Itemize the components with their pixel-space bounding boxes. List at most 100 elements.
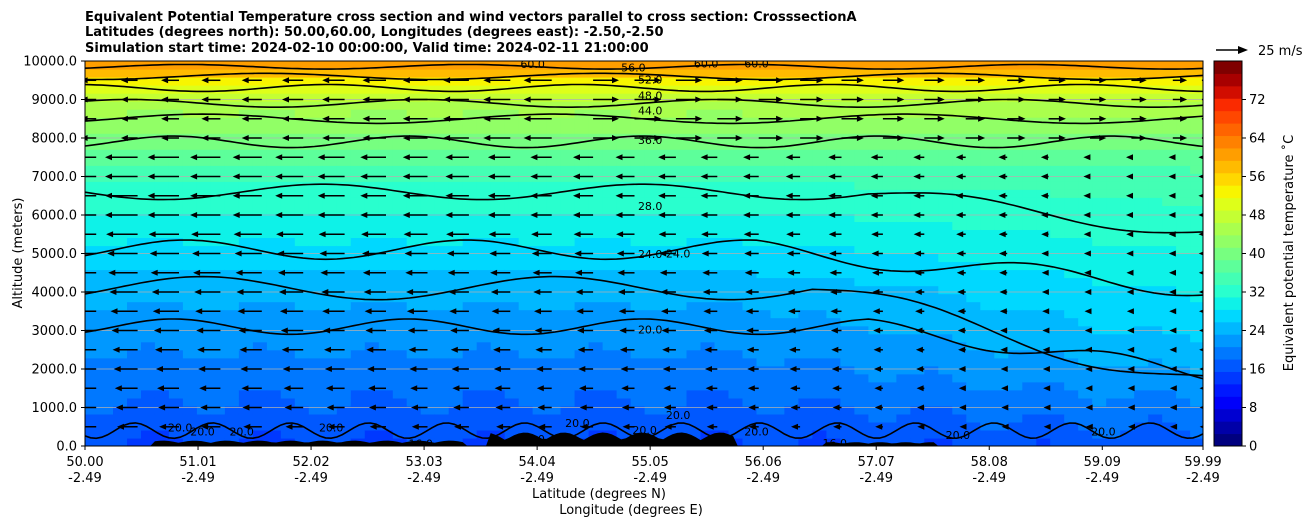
theta-e-cell: [994, 261, 1009, 271]
theta-e-cell: [1148, 93, 1163, 102]
theta-e-cell: [1134, 421, 1149, 431]
theta-e-cell: [85, 213, 100, 222]
theta-e-cell: [616, 205, 632, 214]
theta-e-cell: [420, 381, 436, 391]
theta-e-cell: [518, 277, 534, 287]
theta-e-cell: [266, 109, 282, 118]
theta-e-cell: [210, 125, 226, 134]
wind-vector-head: [405, 269, 413, 276]
theta-e-cell: [798, 333, 813, 343]
theta-e-cell: [742, 301, 758, 311]
theta-e-cell: [1064, 405, 1079, 415]
wind-vector-head: [615, 192, 623, 199]
theta-e-cell: [196, 357, 212, 367]
theta-e-cell: [742, 261, 758, 271]
theta-e-cell: [742, 237, 758, 247]
theta-e-cell: [1162, 133, 1177, 142]
theta-e-cell: [728, 157, 744, 166]
theta-e-cell: [196, 141, 212, 150]
theta-e-cell: [364, 261, 380, 271]
theta-e-cell: [798, 349, 813, 359]
wind-vector-head: [874, 366, 881, 372]
theta-e-cell: [392, 237, 408, 247]
wind-vector-head: [913, 192, 921, 199]
theta-e-cell: [322, 165, 338, 174]
theta-e-cell: [1162, 173, 1177, 182]
wind-vector-head: [706, 404, 714, 411]
theta-e-cell: [714, 333, 730, 343]
theta-e-cell: [700, 133, 716, 142]
wind-vector-head: [161, 77, 169, 84]
theta-e-cell: [308, 293, 324, 303]
theta-e-cell: [980, 285, 995, 295]
theta-e-cell: [1120, 381, 1135, 391]
theta-e-cell: [350, 101, 366, 110]
theta-e-cell: [980, 245, 995, 255]
theta-e-cell: [504, 301, 520, 311]
theta-e-cell: [980, 389, 995, 399]
theta-e-cell: [896, 365, 911, 375]
theta-e-cell: [756, 229, 772, 238]
wind-vector-head: [998, 154, 1006, 161]
theta-e-cell: [952, 293, 967, 303]
theta-e-cell: [350, 349, 366, 359]
reference-vector-arrowhead: [1238, 46, 1248, 54]
theta-e-cell: [462, 149, 478, 158]
theta-e-cell: [1078, 85, 1093, 94]
theta-e-cell: [406, 269, 422, 279]
theta-e-cell: [154, 405, 170, 415]
theta-e-cell: [742, 357, 758, 367]
theta-e-cell: [518, 349, 534, 359]
theta-e-cell: [434, 341, 450, 351]
theta-e-cell: [392, 181, 408, 190]
wind-vector-head: [275, 212, 283, 218]
theta-e-cell: [392, 261, 408, 271]
theta-e-cell: [1134, 85, 1149, 94]
theta-e-cell: [85, 85, 100, 94]
theta-e-cell: [462, 405, 478, 415]
theta-e-cell: [280, 189, 296, 198]
x-tick-label-lat: 51.01: [179, 455, 216, 470]
theta-e-cell: [224, 125, 240, 134]
theta-e-cell: [672, 61, 688, 70]
theta-e-cell: [196, 269, 212, 279]
theta-e-cell: [658, 405, 674, 415]
theta-e-cell: [462, 373, 478, 383]
wind-vector-head: [530, 192, 538, 199]
theta-e-cell: [1092, 301, 1107, 311]
theta-e-cell: [924, 205, 939, 214]
theta-e-cell: [210, 69, 226, 78]
theta-e-cell: [980, 117, 995, 126]
theta-e-cell: [602, 373, 618, 383]
theta-e-cell: [574, 277, 590, 287]
wind-vector-head: [1168, 192, 1176, 199]
theta-e-cell: [238, 221, 254, 230]
theta-e-cell: [994, 405, 1009, 415]
theta-e-cell: [910, 349, 925, 359]
theta-e-cell: [644, 421, 660, 431]
theta-e-cell: [1162, 309, 1177, 319]
contour-label: 20.0: [565, 417, 590, 430]
theta-e-cell: [826, 293, 841, 303]
theta-e-cell: [322, 77, 338, 86]
theta-e-cell: [462, 317, 478, 327]
theta-e-cell: [224, 77, 240, 86]
theta-e-cell: [1134, 413, 1149, 423]
wind-vector-head: [537, 404, 545, 411]
theta-e-cell: [644, 365, 660, 375]
theta-e-cell: [1134, 61, 1149, 70]
theta-e-cell: [99, 205, 114, 214]
theta-e-cell: [1078, 333, 1093, 343]
theta-e-cell: [392, 93, 408, 102]
theta-e-cell: [266, 389, 282, 399]
theta-e-cell: [714, 357, 730, 367]
theta-e-cell: [168, 333, 184, 343]
theta-e-cell: [154, 69, 170, 78]
theta-e-cell: [462, 245, 478, 255]
theta-e-cell: [1036, 125, 1051, 134]
theta-e-cell: [99, 357, 114, 367]
wind-vector-head: [615, 154, 623, 161]
theta-e-cell: [742, 101, 758, 110]
theta-e-cell: [308, 397, 324, 407]
theta-e-cell: [266, 421, 282, 431]
